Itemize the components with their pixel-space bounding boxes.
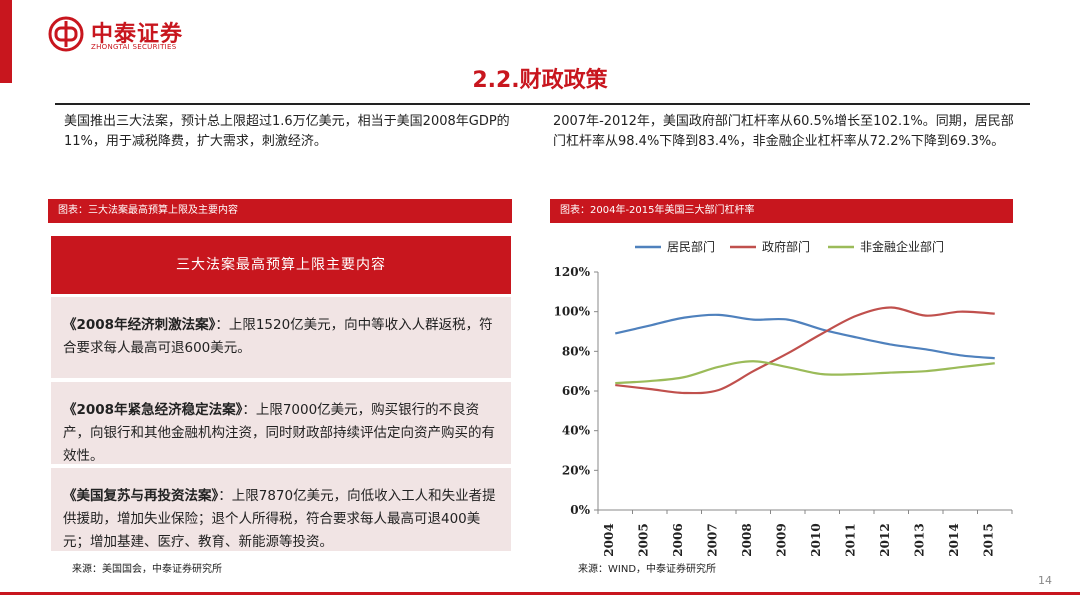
legend-label: 居民部门	[667, 239, 715, 254]
page-title: 2.2.财政政策	[472, 68, 608, 93]
zhongtai-logo-mark-icon	[48, 16, 84, 52]
brand-name-en: ZHONGTAI SECURITIES	[91, 43, 177, 51]
x-tick-label: 2011	[843, 523, 857, 556]
left-source: 来源：美国国会，中泰证券研究所	[72, 564, 222, 575]
y-tick-label: 80%	[562, 344, 591, 358]
x-tick-label: 2004	[602, 523, 616, 556]
legend-label: 非金融企业部门	[860, 239, 944, 254]
y-tick-label: 0%	[570, 503, 590, 517]
table-row: 《2008年经济刺激法案》：上限1520亿美元，向中等收入人群返税，符合要求每人…	[51, 297, 511, 378]
left-figure-caption: 图表：三大法案最高预算上限及主要内容	[48, 199, 512, 223]
row-body: ：上限7000亿美元，购买银行的不良资产，向银行和其他金融机构注资，同时财政部持…	[63, 402, 495, 464]
row-title: 《2008年经济刺激法案》	[63, 317, 216, 333]
brand-accent-bar	[0, 0, 12, 83]
x-tick-label: 2010	[809, 523, 823, 556]
right-source: 来源：WIND，中泰证券研究所	[578, 564, 717, 575]
table-header: 三大法案最高预算上限主要内容	[51, 236, 511, 294]
series-line-政府部门	[615, 306, 995, 395]
brand-name-cn: 中泰证券	[91, 22, 184, 47]
x-tick-label: 2013	[912, 523, 926, 556]
title-divider	[55, 103, 1030, 105]
y-tick-label: 100%	[554, 305, 591, 319]
x-tick-label: 2006	[671, 523, 685, 556]
table-row: 《2008年紧急经济稳定法案》：上限7000亿美元，购买银行的不良资产，向银行和…	[51, 382, 511, 464]
x-tick-label: 2007	[705, 523, 719, 556]
table-row: 《美国复苏与再投资法案》：上限7870亿美元，向低收入工人和失业者提供援助，增加…	[51, 468, 511, 551]
leverage-line-chart: 0% 20% 40% 60% 80% 100% 120% 2004 2005 2006 2007 20…	[554, 239, 1013, 557]
x-tick-label: 2012	[878, 523, 892, 556]
y-tick-label: 120%	[554, 265, 591, 279]
right-paragraph: 2007年-2012年，美国政府部门杠杆率从60.5%增长至102.1%。同期，…	[553, 114, 1014, 149]
x-tick-label: 2005	[636, 523, 650, 556]
y-tick-label: 40%	[562, 424, 591, 438]
legend-label: 政府部门	[762, 239, 810, 254]
zhongtai-logo: 中泰证券 ZHONGTAI SECURITIES	[48, 14, 248, 58]
x-tick-label: 2015	[981, 523, 995, 556]
row-title: 《2008年紧急经济稳定法案》	[63, 402, 243, 418]
left-paragraph: 美国推出三大法案，预计总上限超过1.6万亿美元，相当于美国2008年GDP的11…	[64, 114, 510, 149]
footer-divider	[0, 592, 1080, 595]
series-line-居民部门	[615, 313, 995, 360]
row-body: ：上限1520亿美元，向中等收入人群返税，符合要求每人最高可退600美元。	[63, 317, 493, 356]
x-tick-label: 2014	[947, 523, 961, 556]
series-line-非金融企业部门	[615, 360, 995, 385]
page-number: 14	[1038, 574, 1052, 587]
row-title: 《美国复苏与再投资法案》	[63, 488, 219, 504]
y-tick-label: 60%	[562, 384, 591, 398]
right-figure-caption: 图表：2004年-2015年美国三大部门杠杆率	[550, 199, 1013, 223]
x-tick-label: 2008	[740, 523, 754, 556]
row-body: ：上限7870亿美元，向低收入工人和失业者提供援助，增加失业保险；退个人所得税，…	[63, 488, 496, 550]
y-tick-label: 20%	[562, 463, 591, 477]
x-tick-label: 2009	[774, 523, 788, 556]
